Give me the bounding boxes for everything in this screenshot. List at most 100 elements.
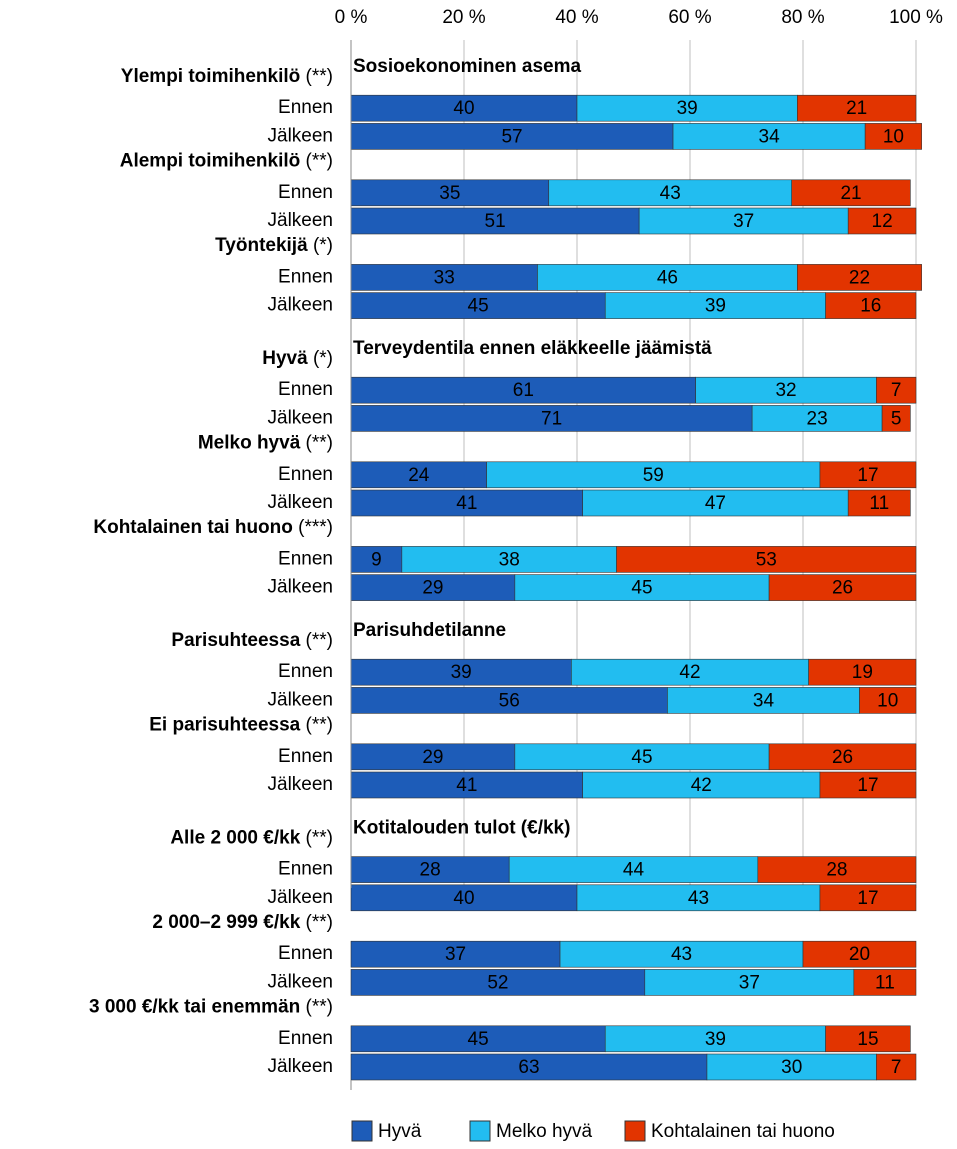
value-label: 15 xyxy=(857,1029,878,1050)
bar-segment xyxy=(853,969,917,996)
group-name: Parisuhteessa xyxy=(171,630,300,651)
row-label: Ennen xyxy=(278,661,333,682)
bar-segment xyxy=(757,856,917,883)
value-label: 45 xyxy=(631,578,652,599)
bar-segment xyxy=(616,546,917,573)
value-label: 17 xyxy=(857,465,878,486)
bar-segment xyxy=(604,292,826,319)
value-label: 45 xyxy=(468,296,489,317)
bar-segment xyxy=(859,687,917,714)
bar-segment xyxy=(350,489,583,517)
bar-segment xyxy=(350,376,696,404)
significance: (**) xyxy=(306,151,333,172)
value-label: 32 xyxy=(775,380,796,401)
significance: (**) xyxy=(306,827,333,848)
row-label: Jälkeen xyxy=(268,1056,334,1077)
value-label: 41 xyxy=(456,775,477,796)
row-label: Ennen xyxy=(278,379,333,400)
x-tick-label: 40 % xyxy=(555,7,598,28)
bar-segment xyxy=(350,574,516,601)
group-label: Ylempi toimihenkilö (**) xyxy=(121,66,333,87)
significance: (*) xyxy=(313,348,333,369)
bar-segment xyxy=(881,405,911,432)
section-title: Parisuhdetilanne xyxy=(353,620,506,641)
value-label: 46 xyxy=(657,267,678,288)
row-label: Jälkeen xyxy=(268,887,334,908)
bar-segment xyxy=(819,884,917,912)
bar-segment xyxy=(768,574,917,601)
legend-swatch xyxy=(624,1120,646,1142)
bar-segment xyxy=(667,687,860,714)
value-label: 34 xyxy=(759,126,781,147)
value-label: 34 xyxy=(753,690,775,711)
x-tick-label: 0 % xyxy=(335,7,368,28)
value-label: 26 xyxy=(832,578,853,599)
value-label: 16 xyxy=(860,296,881,317)
bar-segment xyxy=(350,405,753,432)
value-label: 21 xyxy=(846,98,867,119)
row-label: Jälkeen xyxy=(268,295,334,316)
value-label: 19 xyxy=(852,662,873,683)
bar-segment xyxy=(768,743,917,771)
bar-segment xyxy=(847,489,911,517)
bar-segment xyxy=(847,207,917,235)
bar-segment xyxy=(350,743,516,771)
significance: (**) xyxy=(306,630,333,651)
value-label: 28 xyxy=(420,860,441,881)
value-label: 39 xyxy=(705,296,726,317)
value-label: 39 xyxy=(451,662,472,683)
group-name: Ei parisuhteessa xyxy=(149,715,300,736)
value-label: 11 xyxy=(875,972,895,993)
section-title: Sosioekonominen asema xyxy=(353,56,582,77)
bar-segment xyxy=(350,940,561,968)
row-label: Ennen xyxy=(278,943,333,964)
value-label: 23 xyxy=(807,408,828,429)
value-label: 37 xyxy=(445,944,466,965)
bar-segment xyxy=(571,658,809,686)
legend-swatch xyxy=(469,1120,491,1142)
row-label: Jälkeen xyxy=(268,407,334,428)
significance: (**) xyxy=(306,66,333,87)
bar-segment xyxy=(797,94,917,122)
significance: (**) xyxy=(306,997,333,1018)
group-label: Hyvä (*) xyxy=(262,348,333,369)
bar-segment xyxy=(706,1053,877,1081)
bar-segment xyxy=(548,179,792,207)
significance: (**) xyxy=(306,912,333,933)
group-label: Työntekijä (*) xyxy=(215,235,333,256)
significance: (**) xyxy=(306,715,333,736)
row-label: Ennen xyxy=(278,182,333,203)
value-label: 35 xyxy=(439,183,460,204)
value-label: 39 xyxy=(705,1029,726,1050)
x-tick-label: 80 % xyxy=(781,7,824,28)
bar-segment xyxy=(350,461,487,489)
row-label: Ennen xyxy=(278,464,333,485)
significance: (***) xyxy=(298,517,333,538)
bar-segment xyxy=(508,856,759,883)
value-label: 7 xyxy=(891,1057,902,1078)
row-label: Ennen xyxy=(278,548,333,569)
bar-segment xyxy=(401,546,617,573)
value-label: 53 xyxy=(756,549,777,570)
row-label: Ennen xyxy=(278,1028,333,1049)
group-label: Parisuhteessa (**) xyxy=(171,630,333,651)
value-label: 17 xyxy=(857,888,878,909)
value-label: 11 xyxy=(869,493,889,514)
value-label: 45 xyxy=(631,747,652,768)
group-name: 2 000–2 999 €/kk xyxy=(152,912,300,933)
value-label: 57 xyxy=(501,126,522,147)
value-label: 26 xyxy=(832,747,853,768)
bar-segment xyxy=(486,461,821,489)
group-label: Ei parisuhteessa (**) xyxy=(149,715,333,736)
value-label: 59 xyxy=(643,465,664,486)
section-title: Kotitalouden tulot (€/kk) xyxy=(353,817,570,838)
legend-label: Hyvä xyxy=(378,1121,422,1142)
value-label: 9 xyxy=(371,549,382,570)
group-label: 2 000–2 999 €/kk (**) xyxy=(152,912,333,933)
bar-segment xyxy=(576,884,821,912)
value-label: 41 xyxy=(456,493,477,514)
legend-label: Melko hyvä xyxy=(496,1121,593,1142)
value-label: 52 xyxy=(487,972,508,993)
row-label: Jälkeen xyxy=(268,577,334,598)
row-label: Ennen xyxy=(278,746,333,767)
